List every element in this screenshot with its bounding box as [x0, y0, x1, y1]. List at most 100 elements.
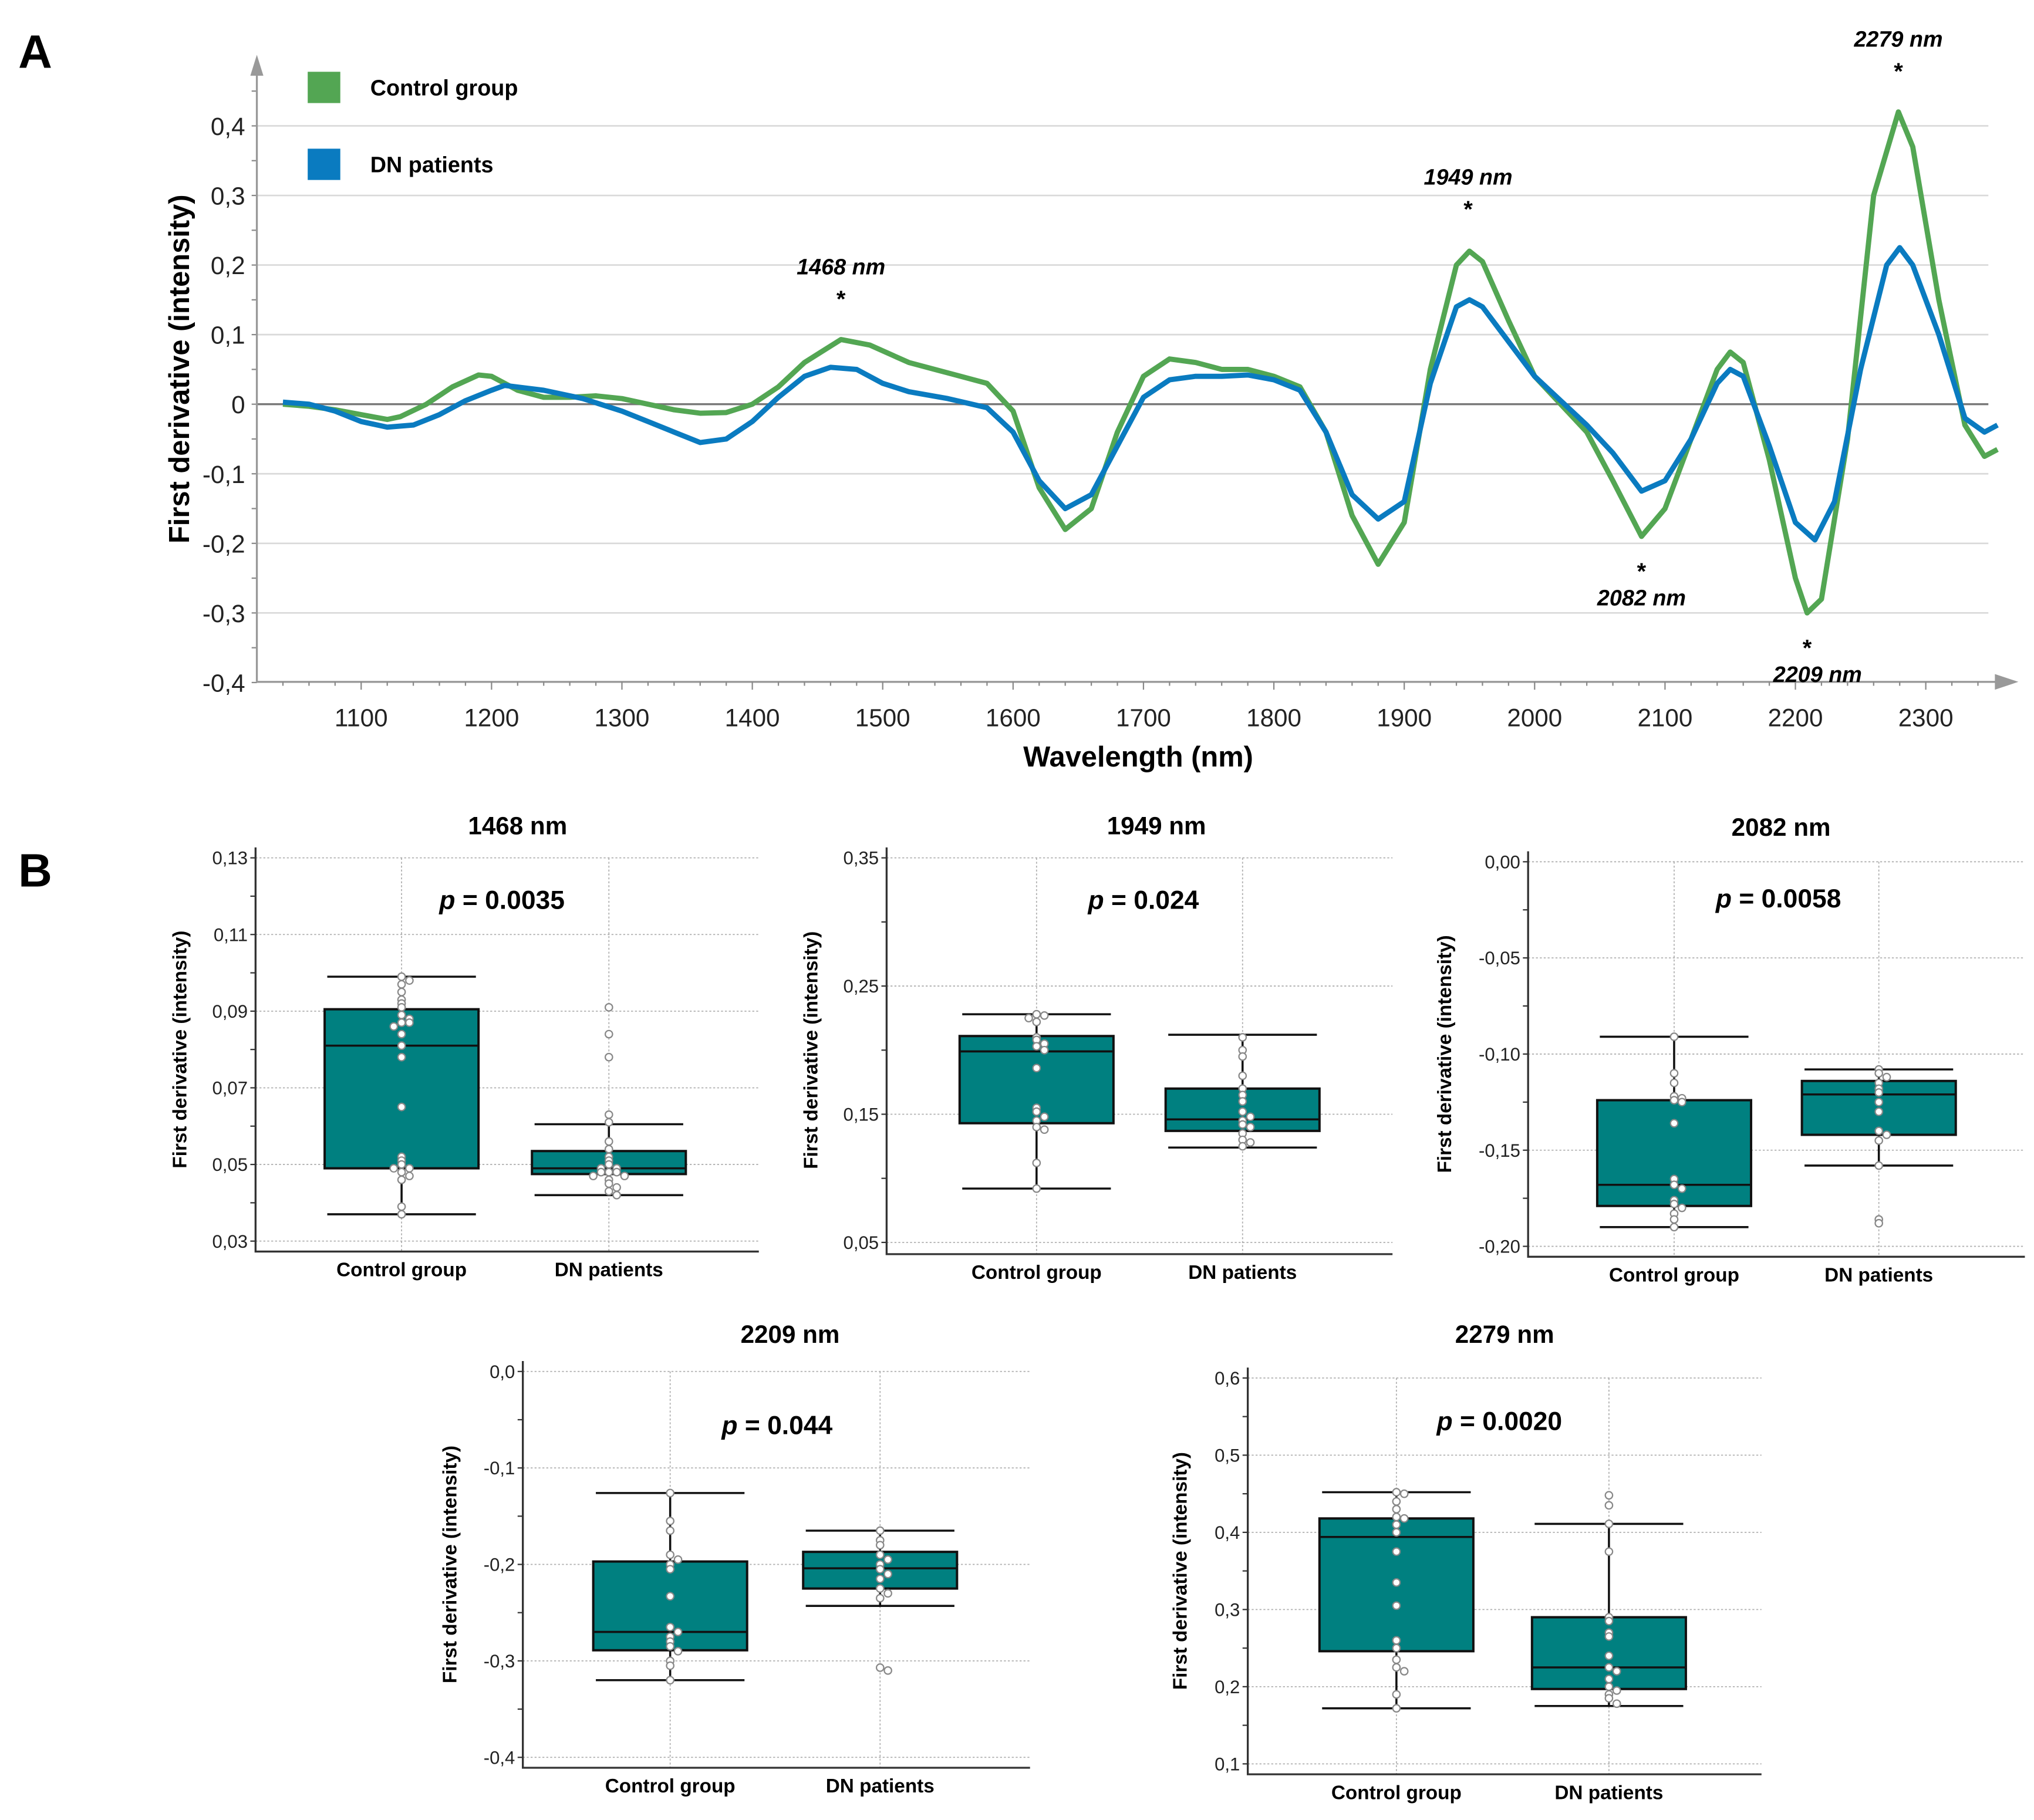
data-point: [1032, 1122, 1041, 1132]
data-point: [1040, 1011, 1049, 1020]
data-point: [1669, 1069, 1679, 1078]
x-category-label: DN patients: [1824, 1265, 1933, 1287]
box-plot-title: 2209 nm: [741, 1321, 840, 1348]
iqr-box: [592, 1560, 748, 1652]
data-point: [1669, 1078, 1679, 1088]
data-point: [1612, 1686, 1621, 1695]
legend-label: Control group: [370, 75, 518, 100]
box-plot-1949-nm: 1949 nm 0,35 0,25 0,15 0,05 First derivative …: [801, 812, 1393, 1284]
data-point: [673, 1627, 683, 1636]
data-point: [397, 1052, 406, 1062]
data-point: [1604, 1491, 1614, 1500]
p-symbol: p: [1436, 1407, 1453, 1436]
y-tick-label: 0,2: [1215, 1677, 1240, 1697]
p-value-label: p = 0.024: [1088, 886, 1199, 914]
x-tick-label: 2300: [1898, 704, 1954, 731]
x-category-label: Control group: [605, 1775, 736, 1797]
peak-label: 1468 nm: [797, 254, 885, 279]
data-point: [389, 1022, 399, 1031]
p-symbol: p: [1715, 884, 1732, 913]
axes: [1527, 851, 2025, 1258]
significance-star: *: [836, 286, 846, 312]
y-tick-label: 0,0: [490, 1362, 515, 1382]
data-point: [666, 1623, 675, 1632]
y-tick-label: -0,05: [1479, 948, 1520, 968]
control-group-box: [323, 972, 480, 1219]
data-point: [1032, 1063, 1041, 1073]
x-category-label: Control group: [972, 1262, 1102, 1284]
axes: [522, 1361, 1030, 1769]
data-point: [1238, 1097, 1247, 1106]
x-tick-label: 1700: [1116, 704, 1171, 731]
y-axis-title: First derivative (intensity): [439, 1446, 461, 1683]
y-tick-label: -0,4: [484, 1747, 515, 1768]
data-point: [1874, 1126, 1884, 1136]
data-point: [1669, 1200, 1679, 1208]
axes: [885, 847, 1393, 1255]
x-tick-label: 1900: [1377, 704, 1432, 731]
p-value: = 0.0020: [1453, 1407, 1562, 1436]
dn-patients-box: [802, 1526, 959, 1675]
data-point: [1669, 1119, 1679, 1128]
y-tick-label: 0,35: [844, 848, 879, 869]
y-tick-label: 0,3: [1215, 1599, 1240, 1620]
data-point: [1040, 1125, 1049, 1134]
x-tick-label: 2100: [1637, 704, 1692, 731]
y-tick-label: 0: [231, 391, 245, 418]
data-point: [589, 1171, 598, 1180]
data-point: [397, 1202, 406, 1211]
data-point: [666, 1676, 675, 1685]
y-tick-label: -0,2: [203, 530, 245, 558]
data-point: [1392, 1520, 1401, 1529]
data-point: [875, 1565, 885, 1574]
data-point: [604, 1167, 613, 1177]
dn-patients-box: [1800, 1065, 1957, 1228]
control-group-box: [1596, 1032, 1753, 1232]
x-tick-label: 1100: [335, 704, 388, 731]
data-point: [1238, 1142, 1247, 1151]
axes: [1246, 1367, 1762, 1775]
data-point: [883, 1555, 892, 1564]
data-point: [1392, 1528, 1401, 1537]
y-tick-label: -0,15: [1479, 1140, 1520, 1161]
axes: [254, 847, 759, 1253]
data-point: [1399, 1514, 1409, 1523]
panel-label-a: A: [18, 26, 52, 78]
data-point: [666, 1661, 675, 1670]
data-point: [673, 1647, 683, 1656]
data-point: [397, 980, 406, 989]
data-point: [666, 1517, 675, 1525]
y-axis-title: First derivative (intensity): [1434, 935, 1456, 1173]
y-tick-label: -0,4: [203, 669, 245, 697]
data-point: [1032, 1107, 1041, 1116]
data-point: [1238, 1120, 1247, 1129]
x-tick-label: 1800: [1246, 704, 1301, 731]
y-tick-label: 0,2: [211, 252, 245, 279]
series-control-group-line: [282, 109, 1999, 616]
data-point: [666, 1565, 675, 1574]
data-point: [1040, 1112, 1049, 1122]
y-tick-label: 0,00: [1485, 852, 1520, 872]
y-tick-label: 0,4: [211, 113, 245, 140]
data-point: [397, 1210, 406, 1219]
data-point: [1677, 1203, 1686, 1213]
data-point: [405, 1171, 414, 1180]
data-point: [604, 1029, 613, 1039]
spectrum-chart: 0,4 0,3 0,2 0,1 0 -0,1 -0,2 -0,3 -0,4 1100 1200 130…: [164, 27, 2019, 773]
y-tick-label: 0,11: [214, 924, 248, 945]
data-point: [1604, 1616, 1614, 1626]
data-point: [1669, 1223, 1679, 1232]
data-point: [1882, 1130, 1891, 1139]
y-tick-label: 0,25: [844, 976, 879, 997]
significance-star: *: [1463, 197, 1473, 222]
p-value-label: p = 0.0058: [1715, 884, 1841, 913]
data-point: [1392, 1704, 1401, 1713]
data-point: [1246, 1122, 1255, 1132]
data-point: [875, 1593, 885, 1603]
data-point: [1032, 1184, 1041, 1193]
data-point: [397, 1003, 406, 1012]
y-tick-label: -0,1: [203, 461, 245, 488]
data-point: [875, 1574, 885, 1583]
p-symbol: p: [721, 1411, 737, 1440]
data-point: [1392, 1497, 1401, 1506]
